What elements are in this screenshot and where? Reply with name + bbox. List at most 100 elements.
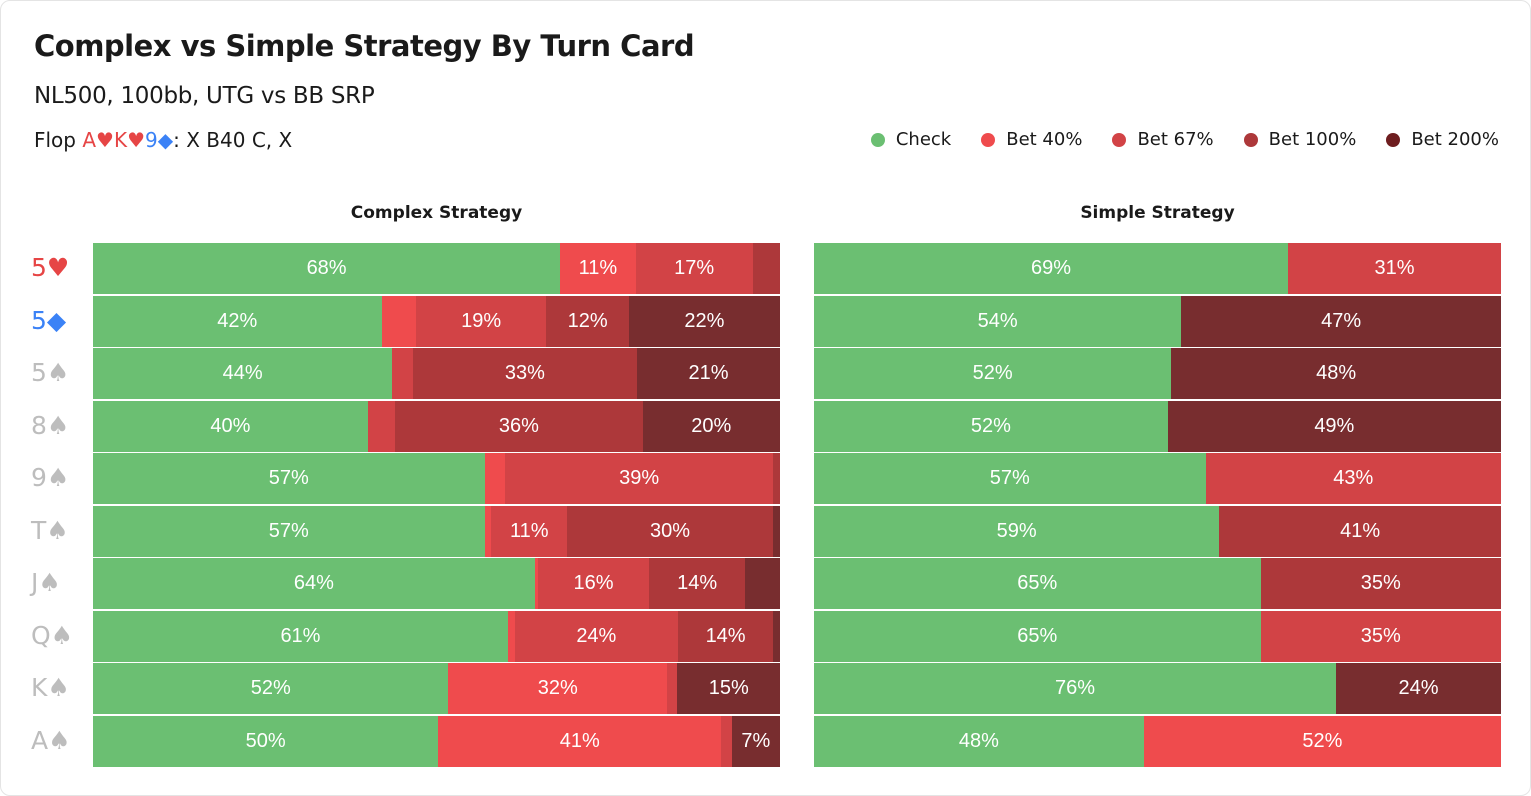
bar-segment-bet67: 35% [1260,610,1501,662]
bar-row: 69% 31% [814,243,1501,295]
bar-segment-bet200: 20% [642,400,780,452]
bar-segment-bet67: 31% [1288,243,1501,294]
chart-subtitle: NL500, 100bb, UTG vs BB SRP [34,83,375,109]
legend-item-bet40: Bet 40% [981,129,1082,150]
bar-segment-check: 68% [93,243,561,294]
bar-segment-check: 54% [814,295,1182,347]
bar-row: 65% 35% [814,558,1501,610]
row-label: K♠ [31,673,70,702]
legend-item-bet67: Bet 67% [1112,129,1214,150]
simple-strategy-panel: 69% 31% 54% 47% 52% 48% 52% 49% 57% 43% 59% 41% 65% 3… [814,243,1501,769]
legend-dot-bet100 [1243,132,1258,147]
legend-dot-bet200 [1386,132,1401,147]
bar-segment-bet100 [773,453,780,504]
bar-segment-bet40: 41% [438,715,722,767]
flop-card-3: 9◆ [145,128,174,152]
row-label: A♠ [31,725,71,755]
flop-card-1: A♥ [82,128,114,152]
bar-segment-bet67 [367,400,396,452]
bar-segment-bet200: 48% [1171,348,1501,399]
flop-line: Flop A♥K♥9◆: X B40 C, X [34,128,292,152]
bar-segment-check: 61% [93,610,508,662]
bar-segment-check: 57% [93,453,485,504]
row-label: 9♠ [31,463,70,492]
bar-segment-bet40: 32% [448,663,668,714]
bar-segment-bet67: 43% [1205,453,1501,504]
legend-item-bet100: Bet 100% [1243,129,1356,150]
bar-segment-check: 69% [814,243,1289,294]
bar-segment-check: 44% [93,348,393,399]
bar-row: 50% 41% 7% [93,715,780,768]
bar-segment-bet40 [484,453,506,504]
legend-dot-bet40 [981,132,996,147]
bar-row: 57% 39% [93,453,780,505]
bar-row: 48% 52% [814,715,1501,768]
panel-title-simple: Simple Strategy [1080,203,1235,223]
bar-segment-bet200: 7% [731,715,780,767]
legend: Check Bet 40% Bet 67% Bet 100% Bet 200% [870,129,1499,150]
row-label: 8♠ [31,410,70,440]
bar-segment-bet67 [667,663,678,714]
bar-segment-bet40 [507,610,515,662]
legend-label-check: Check [895,129,952,150]
bar-segment-bet40 [381,295,416,347]
bar-row: 57% 43% [814,453,1501,505]
bar-row: 52% 49% [814,400,1501,453]
bar-segment-bet67: 19% [415,295,547,347]
bar-segment-bet67: 24% [514,610,678,662]
bar-segment-bet200: 21% [637,348,780,399]
complex-strategy-panel: 68% 11% 17% 42% 19% 12% 22% 44% 33% 21% 40% 36% 20% 5… [93,243,780,769]
bar-row: 59% 41% [814,505,1501,558]
row-label: Q♠ [31,620,74,650]
bar-segment-check: 52% [814,348,1172,399]
bar-segment-bet100: 41% [1219,505,1501,557]
bar-row: 61% 24% 14% [93,610,780,663]
bar-segment-bet100: 12% [546,295,629,347]
bar-segment-bet40: 52% [1143,715,1501,767]
bar-segment-bet67: 11% [491,505,568,557]
bar-row: 68% 11% 17% [93,243,780,295]
bar-row: 54% 47% [814,295,1501,348]
legend-dot-check [870,132,885,147]
bar-segment-check: 65% [814,558,1261,609]
bar-row: 64% 16% 14% [93,558,780,610]
bar-segment-check: 59% [814,505,1220,557]
legend-label-bet67: Bet 67% [1137,129,1214,150]
bar-segment-bet200 [773,505,780,557]
row-label: J♠ [31,568,61,597]
bar-segment-bet67: 39% [505,453,774,504]
flop-suffix: : X B40 C, X [173,128,293,152]
chart-title: Complex vs Simple Strategy By Turn Card [34,29,695,63]
bar-segment-check: 50% [93,715,439,767]
bar-segment-bet67: 17% [635,243,753,294]
legend-dot-bet67 [1112,132,1127,147]
bar-segment-bet200: 47% [1181,295,1501,347]
bar-segment-bet40 [484,505,492,557]
bar-row: 40% 36% 20% [93,400,780,453]
legend-label-bet200: Bet 200% [1411,129,1499,150]
bar-segment-bet200: 49% [1167,400,1501,452]
bar-segment-bet100: 30% [567,505,774,557]
bar-row: 76% 24% [814,663,1501,715]
bar-segment-bet67 [392,348,413,399]
bar-segment-bet100 [752,243,780,294]
bar-segment-bet40: 11% [560,243,636,294]
bar-segment-bet100: 14% [648,558,746,609]
bar-segment-check: 64% [93,558,535,609]
row-label: 5◆ [31,305,67,335]
bar-segment-bet100: 35% [1260,558,1501,609]
flop-prefix: Flop [34,128,83,152]
bar-row: 44% 33% 21% [93,348,780,400]
flop-card-2: K♥ [113,128,146,152]
bar-segment-check: 57% [814,453,1206,504]
bar-segment-check: 65% [814,610,1261,662]
bar-row: 65% 35% [814,610,1501,663]
legend-item-check: Check [870,129,952,150]
bar-segment-check: 40% [93,400,368,452]
bar-row: 57% 11% 30% [93,505,780,558]
legend-item-bet200: Bet 200% [1386,129,1499,150]
row-label: T♠ [31,515,69,545]
bar-row: 52% 48% [814,348,1501,400]
bar-segment-bet100: 14% [677,610,774,662]
